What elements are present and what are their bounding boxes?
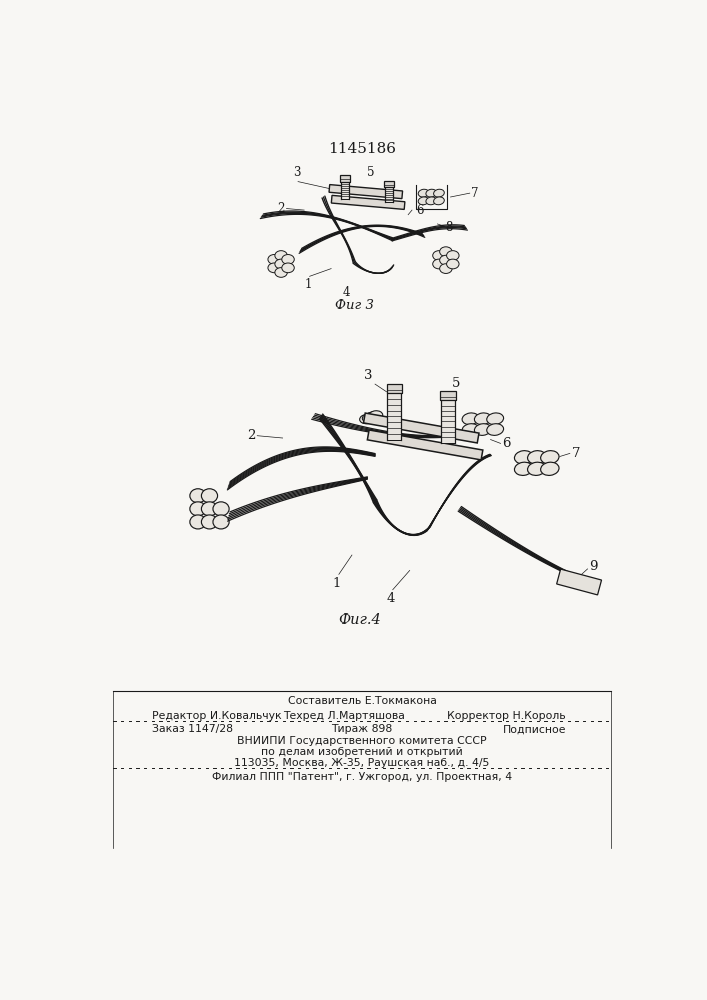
- Text: 3: 3: [364, 369, 373, 382]
- Ellipse shape: [282, 255, 294, 264]
- Ellipse shape: [486, 413, 503, 425]
- Ellipse shape: [474, 413, 491, 425]
- Ellipse shape: [360, 414, 373, 424]
- Ellipse shape: [447, 251, 459, 260]
- Text: 5: 5: [368, 166, 375, 179]
- Ellipse shape: [440, 255, 452, 265]
- Polygon shape: [387, 393, 402, 440]
- Text: 6: 6: [502, 437, 510, 450]
- Text: Техред Л.Мартяшова: Техред Л.Мартяшова: [284, 711, 405, 721]
- Ellipse shape: [419, 189, 429, 197]
- Text: Филиал ППП "Патент", г. Ужгород, ул. Проектная, 4: Филиал ППП "Патент", г. Ужгород, ул. Про…: [212, 772, 512, 782]
- Polygon shape: [340, 175, 350, 182]
- Text: 1145186: 1145186: [328, 142, 396, 156]
- Ellipse shape: [275, 251, 287, 260]
- Polygon shape: [368, 430, 483, 460]
- Ellipse shape: [268, 255, 281, 264]
- Ellipse shape: [433, 259, 445, 269]
- Polygon shape: [441, 400, 455, 443]
- Ellipse shape: [426, 189, 437, 197]
- Text: 2: 2: [247, 429, 256, 442]
- Ellipse shape: [419, 197, 429, 205]
- Ellipse shape: [440, 264, 452, 273]
- Ellipse shape: [515, 462, 533, 475]
- Text: Тираж 898: Тираж 898: [332, 724, 392, 734]
- Text: 1: 1: [305, 278, 312, 291]
- Ellipse shape: [541, 451, 559, 464]
- Text: 8: 8: [445, 221, 452, 234]
- Text: 9: 9: [589, 560, 597, 573]
- Ellipse shape: [515, 451, 533, 464]
- Text: Фиг.4: Фиг.4: [338, 613, 381, 627]
- Ellipse shape: [433, 197, 444, 205]
- Ellipse shape: [201, 515, 218, 529]
- Text: Заказ 1147/28: Заказ 1147/28: [152, 724, 233, 734]
- Polygon shape: [341, 182, 349, 199]
- Text: 7: 7: [472, 187, 479, 200]
- Ellipse shape: [190, 515, 206, 529]
- Ellipse shape: [282, 263, 294, 273]
- Text: 1: 1: [332, 577, 341, 590]
- Ellipse shape: [426, 197, 437, 205]
- Polygon shape: [385, 187, 393, 202]
- Ellipse shape: [190, 489, 206, 503]
- Ellipse shape: [201, 502, 218, 516]
- Text: Подписное: Подписное: [503, 724, 566, 734]
- Text: 4: 4: [343, 286, 350, 299]
- Polygon shape: [387, 384, 402, 393]
- Ellipse shape: [275, 259, 287, 269]
- Ellipse shape: [541, 462, 559, 475]
- Polygon shape: [363, 413, 479, 443]
- Text: Составитель Е.Токмакона: Составитель Е.Токмакона: [288, 696, 436, 706]
- Ellipse shape: [364, 413, 378, 422]
- Text: Редактор И.Ковальчук: Редактор И.Ковальчук: [152, 711, 281, 721]
- Text: 113035, Москва, Ж-35, Раушская наб., д. 4/5: 113035, Москва, Ж-35, Раушская наб., д. …: [234, 758, 490, 768]
- Text: ВНИИПИ Государственного комитета СССР: ВНИИПИ Государственного комитета СССР: [237, 736, 486, 746]
- Text: Фиг 3: Фиг 3: [335, 299, 374, 312]
- Ellipse shape: [366, 412, 380, 421]
- Ellipse shape: [433, 189, 444, 197]
- Text: по делам изобретений и открытий: по делам изобретений и открытий: [261, 747, 463, 757]
- Ellipse shape: [213, 502, 229, 516]
- Ellipse shape: [527, 451, 546, 464]
- Ellipse shape: [363, 413, 376, 423]
- Ellipse shape: [433, 251, 445, 260]
- Ellipse shape: [462, 424, 479, 435]
- Text: 3: 3: [293, 166, 300, 179]
- Text: 5: 5: [452, 377, 460, 390]
- Ellipse shape: [440, 247, 452, 257]
- Ellipse shape: [474, 424, 491, 435]
- Ellipse shape: [275, 268, 287, 277]
- Polygon shape: [440, 391, 456, 400]
- Ellipse shape: [213, 515, 229, 529]
- Ellipse shape: [201, 489, 218, 503]
- Text: 2: 2: [278, 202, 285, 215]
- Polygon shape: [329, 185, 402, 199]
- Polygon shape: [556, 569, 602, 595]
- Ellipse shape: [447, 259, 459, 269]
- Polygon shape: [384, 181, 394, 187]
- Ellipse shape: [527, 462, 546, 475]
- Text: 4: 4: [386, 592, 395, 605]
- Text: Корректор Н.Король: Корректор Н.Король: [448, 711, 566, 721]
- Polygon shape: [332, 195, 405, 209]
- Ellipse shape: [462, 413, 479, 425]
- Ellipse shape: [268, 263, 281, 273]
- Ellipse shape: [369, 411, 382, 420]
- Ellipse shape: [190, 502, 206, 516]
- Text: 6: 6: [416, 204, 423, 217]
- Text: 7: 7: [571, 447, 580, 460]
- Ellipse shape: [486, 424, 503, 435]
